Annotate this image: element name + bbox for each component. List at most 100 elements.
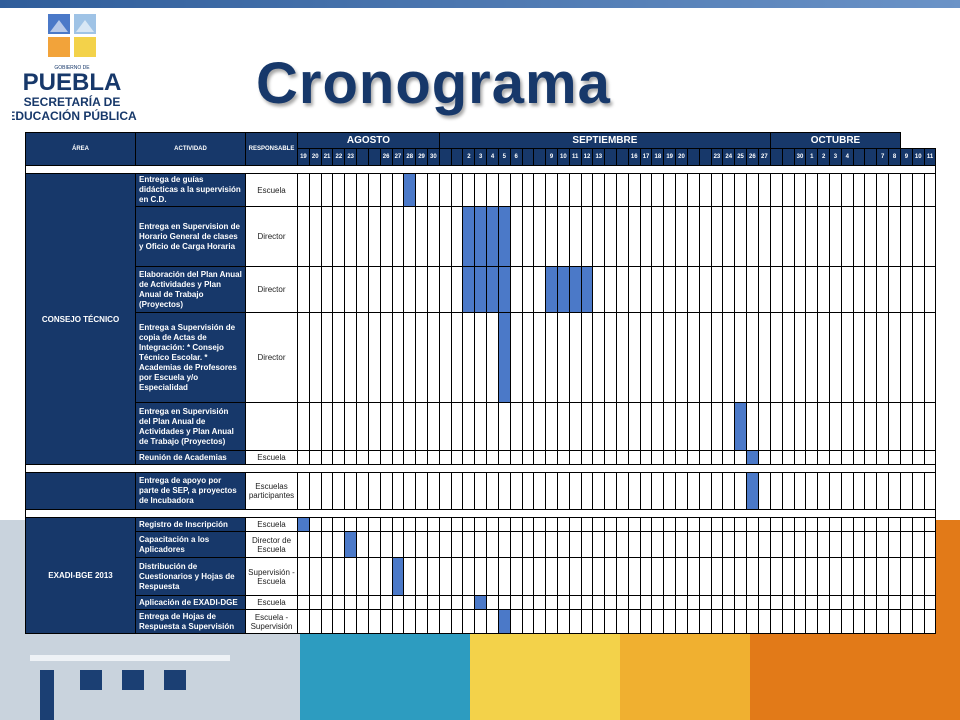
day-cell [745, 206, 759, 267]
day-cell [840, 609, 854, 634]
day-cell [533, 173, 547, 207]
day-header [438, 148, 452, 166]
day-cell [852, 517, 866, 532]
day-cell [805, 450, 819, 465]
month-header: AGOSTO [297, 132, 440, 149]
day-cell [698, 312, 712, 403]
day-cell [888, 266, 902, 313]
day-header: 11 [923, 148, 937, 166]
day-cell [639, 595, 653, 610]
day-cell [367, 531, 381, 558]
responsible-cell: Director [245, 266, 298, 313]
day-cell [864, 402, 878, 451]
day-cell [722, 595, 736, 610]
scheduled-day-cell [497, 609, 511, 634]
day-cell [426, 472, 440, 510]
day-cell [367, 557, 381, 596]
day-cell [356, 402, 369, 451]
day-cell [592, 595, 606, 610]
day-cell [805, 266, 819, 313]
day-cell [745, 609, 759, 634]
day-cell [616, 266, 629, 313]
day-header: 24 [722, 148, 736, 166]
day-cell [332, 402, 346, 451]
day-cell [320, 557, 334, 596]
day-cell [757, 517, 771, 532]
day-cell [450, 609, 464, 634]
day-cell [344, 472, 358, 510]
day-cell [627, 206, 641, 267]
day-cell [344, 517, 358, 532]
day-cell [745, 312, 759, 403]
day-cell [344, 173, 358, 207]
day-cell [781, 517, 795, 532]
day-cell [332, 517, 346, 532]
day-cell [462, 402, 476, 451]
responsible-cell: Director [245, 206, 298, 267]
day-cell [521, 450, 535, 465]
day-cell [356, 595, 369, 610]
day-cell [580, 517, 594, 532]
day-cell [533, 517, 547, 532]
day-cell [379, 206, 393, 267]
day-cell [686, 517, 700, 532]
day-cell [616, 450, 629, 465]
day-header: 27 [757, 148, 771, 166]
day-cell [604, 206, 618, 267]
area-cell: CONSEJO TÉCNICO [25, 173, 136, 465]
day-cell [781, 266, 795, 313]
day-cell [757, 266, 771, 313]
day-cell [829, 609, 842, 634]
day-cell [710, 450, 724, 465]
day-cell [450, 402, 464, 451]
day-cell [592, 450, 606, 465]
day-cell [415, 266, 428, 313]
day-cell [415, 173, 428, 207]
day-header: 10 [556, 148, 570, 166]
day-header: 9 [545, 148, 558, 166]
day-cell [592, 472, 606, 510]
day-header: 19 [663, 148, 677, 166]
responsible-cell: Escuela [245, 173, 298, 207]
day-cell [639, 609, 653, 634]
day-cell [379, 595, 393, 610]
day-cell [344, 312, 358, 403]
day-cell [367, 173, 381, 207]
day-cell [734, 266, 747, 313]
scheduled-day-cell [486, 266, 499, 313]
day-cell [876, 595, 890, 610]
day-cell [497, 450, 511, 465]
spacer-row [24, 464, 937, 473]
day-cell [344, 557, 358, 596]
day-cell [710, 517, 724, 532]
day-cell [651, 595, 665, 610]
responsible-cell: Director [245, 312, 298, 403]
table-row: EXADI-BGE 2013 Registro de Inscripción Esc… [25, 517, 937, 634]
day-cell [403, 402, 417, 451]
day-cell [580, 173, 594, 207]
day-cell [556, 557, 570, 596]
day-cell [627, 450, 641, 465]
day-cell [710, 173, 724, 207]
day-cell [769, 206, 783, 267]
day-cell [817, 517, 831, 532]
scheduled-day-cell [734, 402, 747, 451]
activity-cell: Entrega de guías didácticas a la supervi… [135, 173, 246, 207]
activity-cell: Entrega de apoyo por parte de SEP, a pro… [135, 472, 246, 510]
day-header: 13 [592, 148, 606, 166]
day-cell [604, 312, 618, 403]
day-cell [793, 517, 807, 532]
day-cell [840, 206, 854, 267]
day-cell [627, 312, 641, 403]
day-cell [509, 595, 523, 610]
table-row: Aplicación de EXADI-DGE Escuela [26, 595, 937, 610]
day-cell [686, 206, 700, 267]
day-cell [686, 609, 700, 634]
day-cell [675, 531, 688, 558]
day-cell [332, 266, 346, 313]
day-cell [757, 312, 771, 403]
day-header: 25 [734, 148, 747, 166]
day-cell [698, 557, 712, 596]
day-cell [486, 450, 499, 465]
day-cell [556, 531, 570, 558]
